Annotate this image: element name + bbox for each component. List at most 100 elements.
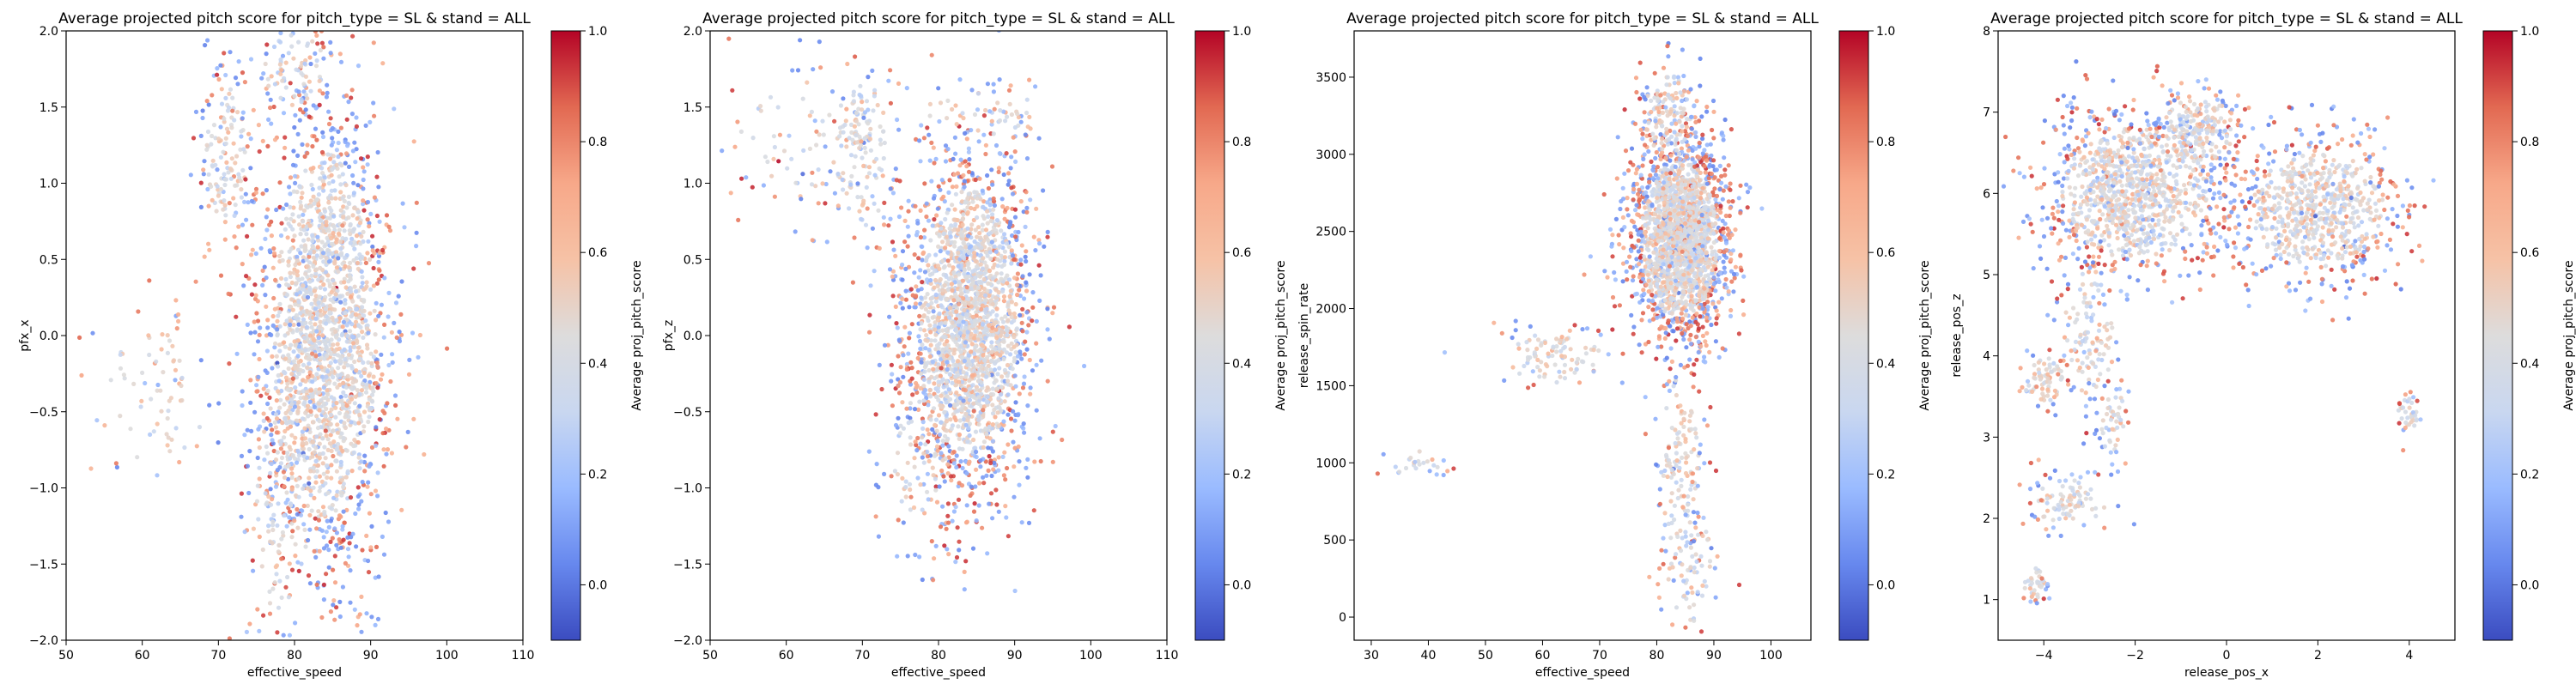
scatter-point bbox=[230, 109, 234, 113]
scatter-point bbox=[964, 520, 969, 524]
scatter-point bbox=[366, 420, 370, 424]
scatter-point bbox=[1017, 459, 1021, 463]
scatter-point bbox=[923, 295, 927, 300]
scatter-point bbox=[392, 321, 396, 325]
scatter-point bbox=[335, 148, 339, 152]
scatter-point bbox=[296, 89, 301, 94]
scatter-point bbox=[319, 166, 324, 170]
scatter-point bbox=[945, 394, 950, 398]
scatter-point bbox=[216, 136, 221, 141]
scatter-point bbox=[957, 379, 961, 384]
scatter-point bbox=[361, 480, 365, 484]
scatter-point bbox=[354, 409, 358, 414]
scatter-point bbox=[279, 461, 283, 465]
scatter-point bbox=[1037, 263, 1042, 268]
scatter-point bbox=[343, 228, 347, 233]
scatter-point bbox=[1005, 281, 1009, 285]
scatter-point bbox=[283, 416, 287, 421]
scatter-point bbox=[348, 541, 352, 545]
scatter-point bbox=[972, 409, 976, 413]
scatter-point bbox=[920, 257, 924, 262]
scatter-point bbox=[969, 349, 973, 354]
scatter-point bbox=[1039, 273, 1043, 277]
scatter-point bbox=[870, 69, 874, 73]
scatter-point bbox=[237, 59, 241, 64]
scatter-point bbox=[339, 209, 343, 213]
scatter-point bbox=[191, 136, 196, 140]
scatter-point bbox=[1024, 330, 1029, 334]
scatter-point bbox=[317, 336, 321, 340]
scatter-point bbox=[307, 447, 312, 451]
scatter-point bbox=[873, 173, 878, 178]
scatter-point bbox=[974, 468, 978, 472]
scatter-point bbox=[920, 321, 924, 325]
scatter-point bbox=[269, 487, 273, 491]
scatter-point bbox=[813, 118, 817, 123]
scatter-point bbox=[923, 269, 927, 274]
scatter-point bbox=[887, 315, 891, 319]
scatter-point bbox=[345, 118, 349, 122]
scatter-point bbox=[1002, 294, 1006, 299]
scatter-point bbox=[890, 239, 895, 244]
scatter-point bbox=[965, 471, 969, 475]
scatter-point bbox=[972, 368, 976, 372]
scatter-point bbox=[984, 399, 988, 403]
scatter-point bbox=[334, 401, 338, 405]
scatter-point bbox=[849, 174, 854, 179]
scatter-point bbox=[1005, 241, 1009, 245]
scatter-point bbox=[977, 348, 981, 353]
scatter-point bbox=[309, 409, 313, 414]
scatter-point bbox=[342, 320, 346, 324]
scatter-point bbox=[954, 390, 958, 395]
scatter-point bbox=[1007, 179, 1012, 183]
scatter-point bbox=[173, 298, 178, 302]
scatter-point bbox=[985, 173, 989, 178]
scatter-point bbox=[889, 101, 893, 106]
scatter-point bbox=[963, 587, 967, 591]
scatter-point bbox=[986, 82, 990, 86]
scatter-point bbox=[407, 358, 411, 362]
scatter-point bbox=[416, 355, 420, 360]
scatter-point bbox=[343, 298, 347, 302]
scatter-point bbox=[985, 209, 989, 214]
scatter-point bbox=[928, 330, 933, 334]
scatter-point bbox=[352, 360, 356, 364]
scatter-point bbox=[939, 277, 943, 281]
scatter-point bbox=[278, 398, 283, 402]
scatter-point bbox=[1039, 459, 1043, 463]
scatter-point bbox=[970, 359, 975, 363]
scatter-point bbox=[331, 568, 335, 572]
scatter-point bbox=[355, 339, 359, 343]
scatter-point bbox=[293, 181, 297, 185]
scatter-point bbox=[256, 484, 260, 488]
scatter-point bbox=[934, 213, 939, 217]
scatter-point bbox=[1016, 271, 1020, 275]
scatter-point bbox=[319, 48, 323, 52]
scatter-point bbox=[374, 349, 378, 354]
scatter-point bbox=[337, 537, 342, 542]
scatter-point bbox=[258, 476, 262, 481]
scatter-point bbox=[227, 361, 231, 366]
scatter-point bbox=[316, 509, 320, 513]
scatter-point bbox=[315, 41, 319, 45]
scatter-point bbox=[232, 118, 236, 122]
scatter-point bbox=[973, 484, 977, 488]
scatter-point bbox=[307, 260, 312, 264]
scatter-point bbox=[178, 359, 182, 363]
scatter-point bbox=[866, 206, 870, 210]
scatter-point bbox=[906, 245, 910, 249]
scatter-point bbox=[374, 488, 378, 493]
scatter-point bbox=[270, 233, 274, 238]
scatter-point bbox=[919, 295, 923, 300]
scatter-point bbox=[223, 96, 228, 100]
scatter-point bbox=[355, 124, 359, 129]
scatter-point bbox=[169, 438, 173, 442]
scatter-point bbox=[199, 134, 204, 138]
scatter-point bbox=[290, 212, 295, 216]
scatter-point bbox=[271, 246, 276, 251]
scatter-point bbox=[989, 167, 993, 172]
scatter-point bbox=[277, 342, 282, 347]
scatter-point bbox=[320, 130, 325, 135]
scatter-point bbox=[867, 450, 872, 454]
scatter-point bbox=[311, 187, 315, 191]
